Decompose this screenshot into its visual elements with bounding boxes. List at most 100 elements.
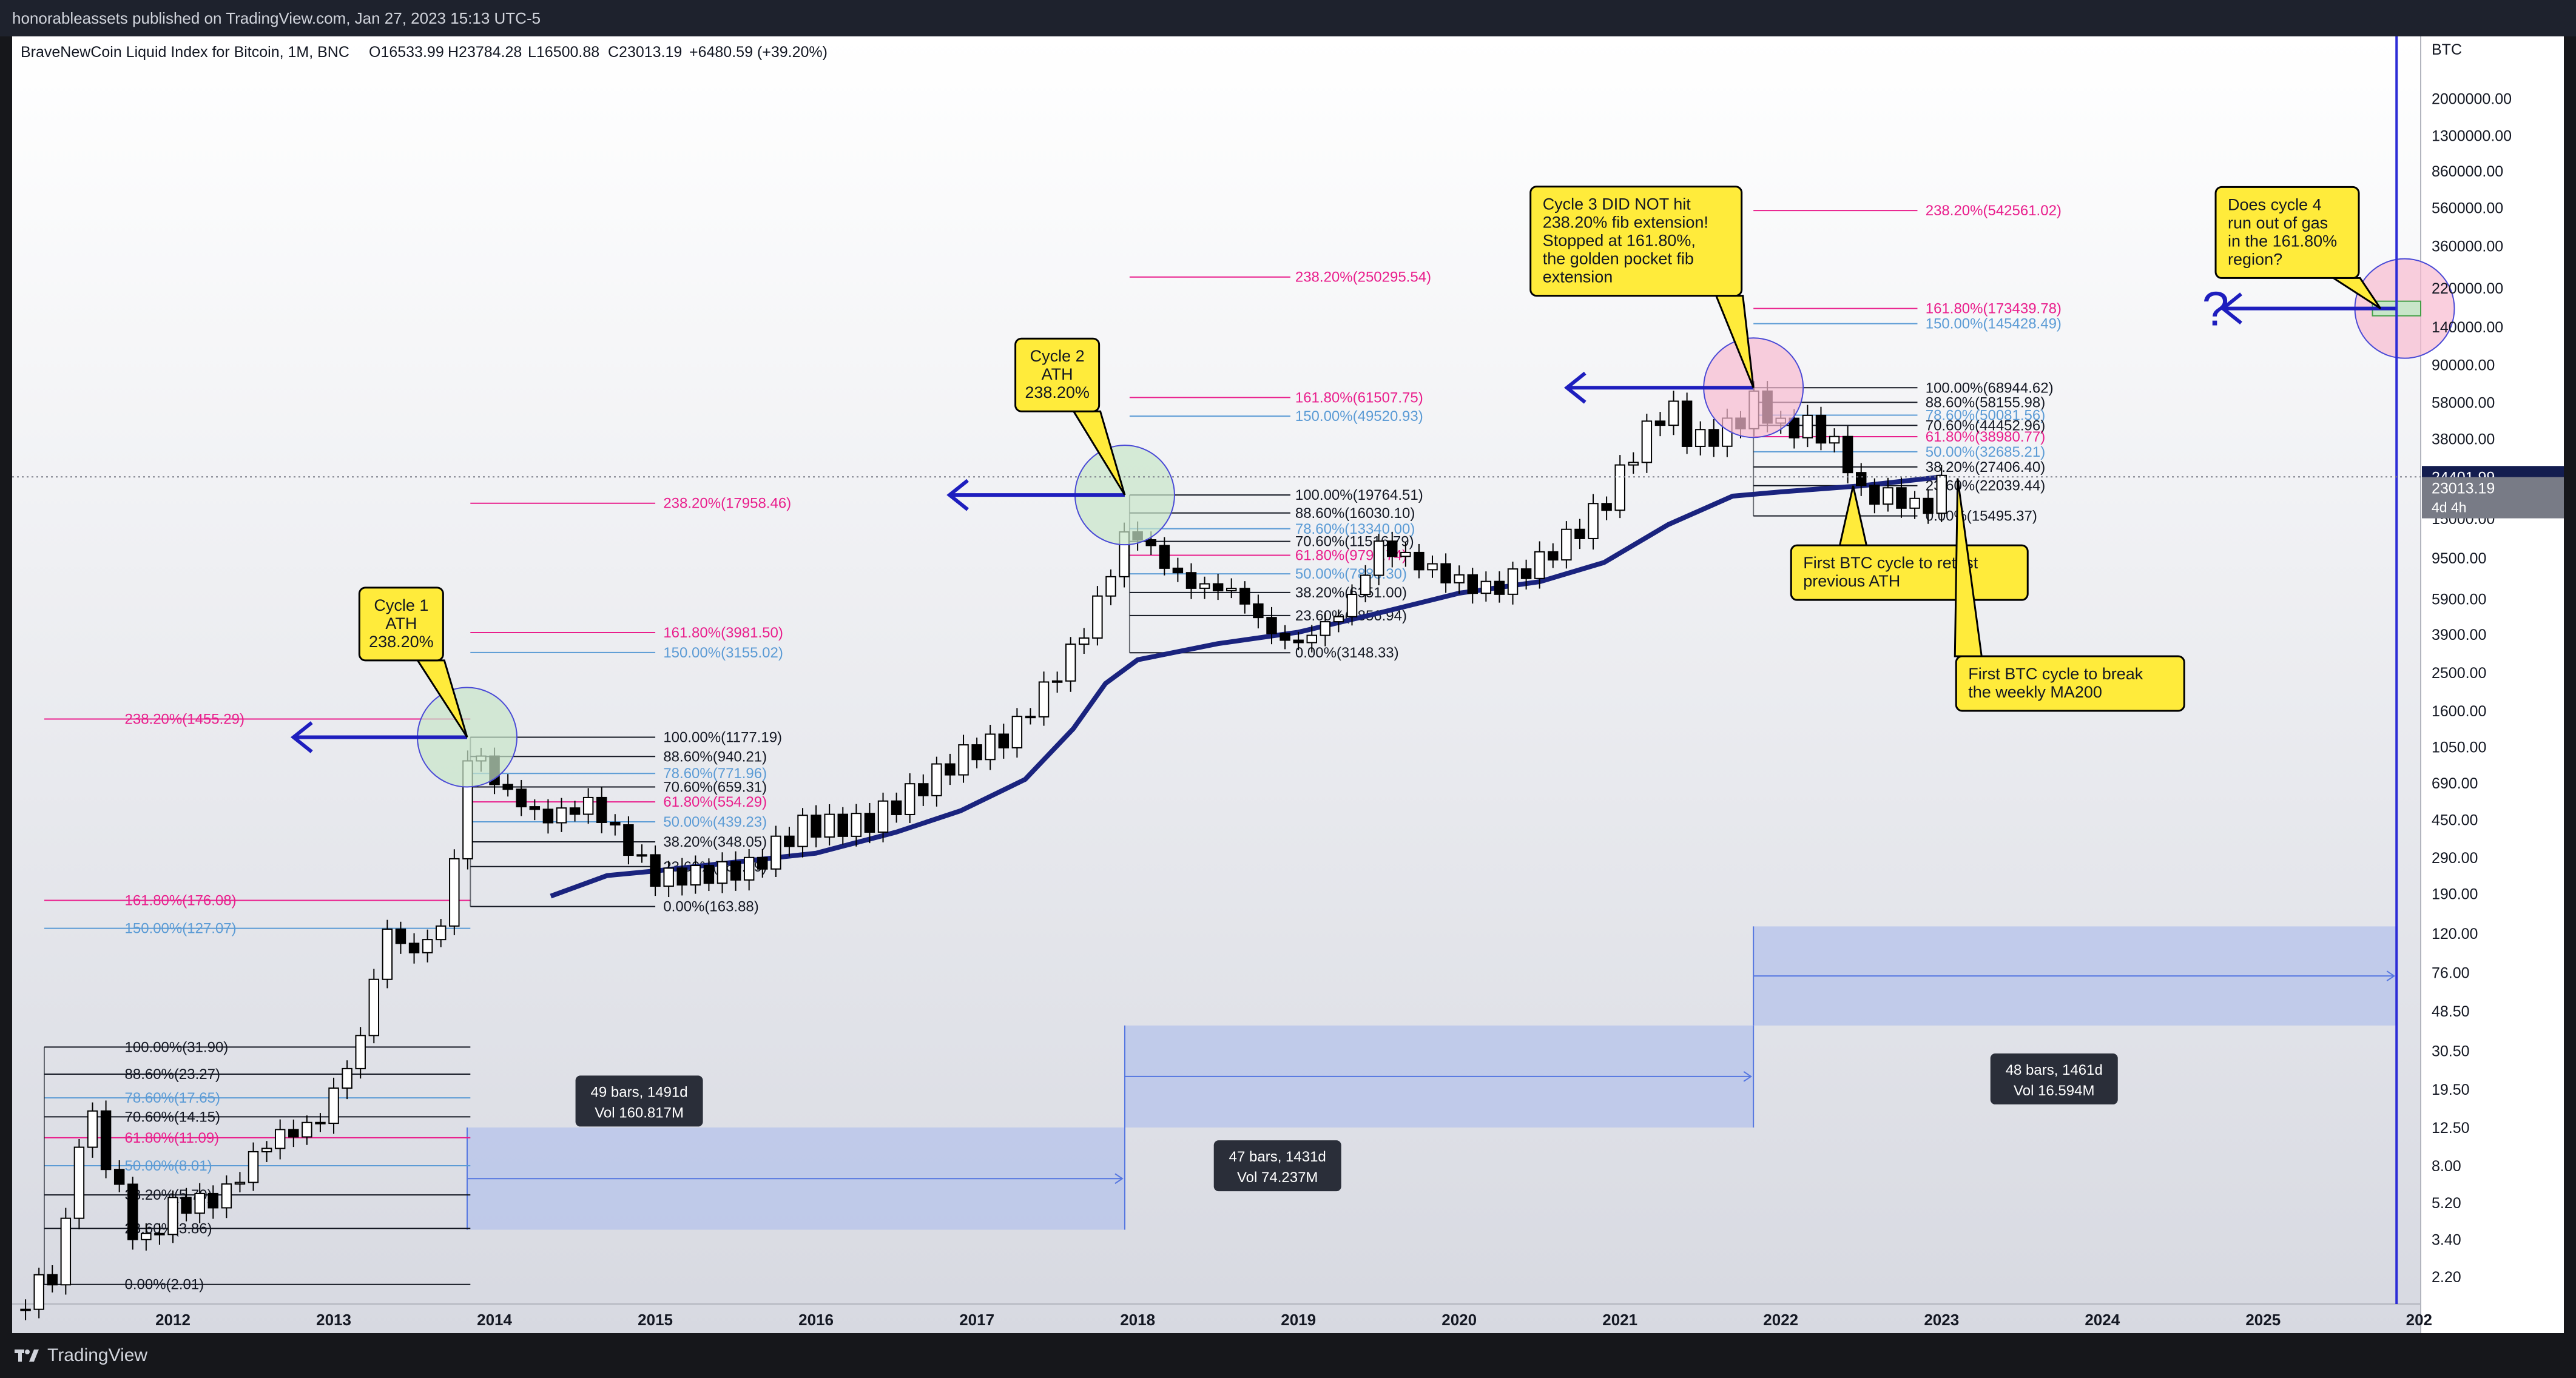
candle-body[interactable] [1681,400,1693,447]
candle-body[interactable] [904,783,915,815]
candle-body[interactable] [663,867,674,887]
callout-box[interactable] [358,586,444,662]
candle-body[interactable] [716,861,728,884]
candle-body[interactable] [127,1183,138,1240]
candle-body[interactable] [1333,616,1344,623]
candle-body[interactable] [1494,580,1505,595]
candle-body[interactable] [556,807,567,824]
tradingview-logo[interactable]: TradingView [15,1345,147,1366]
candle-body[interactable] [985,733,996,761]
candle-body[interactable] [1480,580,1492,594]
candle-body[interactable] [1051,680,1063,683]
candle-body[interactable] [234,1181,246,1185]
candle-body[interactable] [274,1129,286,1149]
candle-body[interactable] [1199,583,1210,589]
candle-body[interactable] [1079,637,1090,645]
candle-body[interactable] [422,939,433,953]
candle-body[interactable] [1226,588,1237,591]
candle-body[interactable] [1588,503,1599,539]
candle-body[interactable] [1802,414,1813,439]
candle-body[interactable] [1038,681,1050,718]
candle-body[interactable] [1856,472,1867,486]
candle-body[interactable] [382,928,393,980]
candle-body[interactable] [703,865,715,884]
candle-body[interactable] [1239,588,1250,605]
candle-body[interactable] [569,807,581,815]
callout-box[interactable] [1529,186,1743,297]
candle-body[interactable] [355,1035,366,1069]
candle-body[interactable] [1909,497,1920,509]
candle-body[interactable] [1923,497,1934,514]
candle-body[interactable] [757,856,768,870]
candle-body[interactable] [288,1129,299,1138]
callout-box[interactable] [2214,186,2360,279]
candle-body[interactable] [1561,528,1572,561]
candle-body[interactable] [918,783,929,796]
candle-body[interactable] [1105,576,1116,597]
candle-body[interactable] [1025,716,1036,719]
candle-body[interactable] [945,763,956,776]
candle-body[interactable] [1896,487,1907,509]
candle-body[interactable] [971,744,982,761]
candle-body[interactable] [837,813,848,837]
candle-body[interactable] [342,1067,352,1089]
candle-body[interactable] [690,865,701,886]
candle-body[interactable] [328,1087,339,1124]
candle-body[interactable] [1829,435,1840,444]
candle-body[interactable] [20,1308,31,1311]
candle-body[interactable] [582,796,594,815]
candle-body[interactable] [60,1217,72,1286]
candle-body[interactable] [1694,429,1706,447]
candle-body[interactable] [221,1183,232,1209]
candle-body[interactable] [877,800,889,833]
candle-body[interactable] [529,806,541,810]
candle-body[interactable] [1266,617,1277,634]
candle-body[interactable] [797,815,808,847]
candle-body[interactable] [1092,595,1103,639]
candle-body[interactable] [207,1192,219,1209]
candle-body[interactable] [1641,420,1653,463]
candle-body[interactable] [1159,545,1170,569]
candle-body[interactable] [1668,400,1679,426]
candle-body[interactable] [1172,567,1184,574]
candle-body[interactable] [1346,594,1358,617]
candle-body[interactable] [958,744,969,776]
candle-body[interactable] [596,796,607,823]
candle-body[interactable] [302,1121,312,1138]
candle-body[interactable] [181,1197,192,1214]
chart-area[interactable]: 49 bars, 1491d Vol 160.817M 47 bars, 1431d… [12,36,2564,1333]
candle-body[interactable] [891,800,902,815]
candle-body[interactable] [1842,435,1853,474]
candle-body[interactable] [167,1197,178,1235]
candle-body[interactable] [368,978,380,1037]
candle-body[interactable] [1293,639,1304,644]
candle-body[interactable] [141,1232,152,1240]
candle-body[interactable] [1373,540,1384,576]
candle-body[interactable] [516,788,527,808]
candle-body[interactable] [1145,539,1156,546]
candle-body[interactable] [1440,563,1451,583]
candle-body[interactable] [73,1146,85,1219]
candle-body[interactable] [1869,485,1880,505]
candle-body[interactable] [743,856,755,881]
candle-body[interactable] [864,813,875,833]
candle-body[interactable] [1574,528,1585,539]
candle-body[interactable] [650,854,661,887]
candle-body[interactable] [194,1192,205,1214]
candle-body[interactable] [851,813,862,837]
candle-body[interactable] [100,1110,112,1171]
candle-body[interactable] [1534,551,1545,579]
candle-body[interactable] [113,1169,125,1185]
candle-body[interactable] [1454,574,1465,583]
candle-body[interactable] [47,1274,58,1286]
candle-body[interactable] [1708,429,1719,447]
candle-body[interactable] [1280,633,1290,641]
candle-body[interactable] [1414,551,1425,571]
candle-body[interactable] [1306,634,1317,644]
candle-body[interactable] [1467,574,1478,594]
candle-body[interactable] [449,858,460,927]
candle-body[interactable] [248,1151,259,1183]
candle-body[interactable] [811,815,821,838]
candle-body[interactable] [1507,568,1519,595]
candle-body[interactable] [408,943,420,953]
